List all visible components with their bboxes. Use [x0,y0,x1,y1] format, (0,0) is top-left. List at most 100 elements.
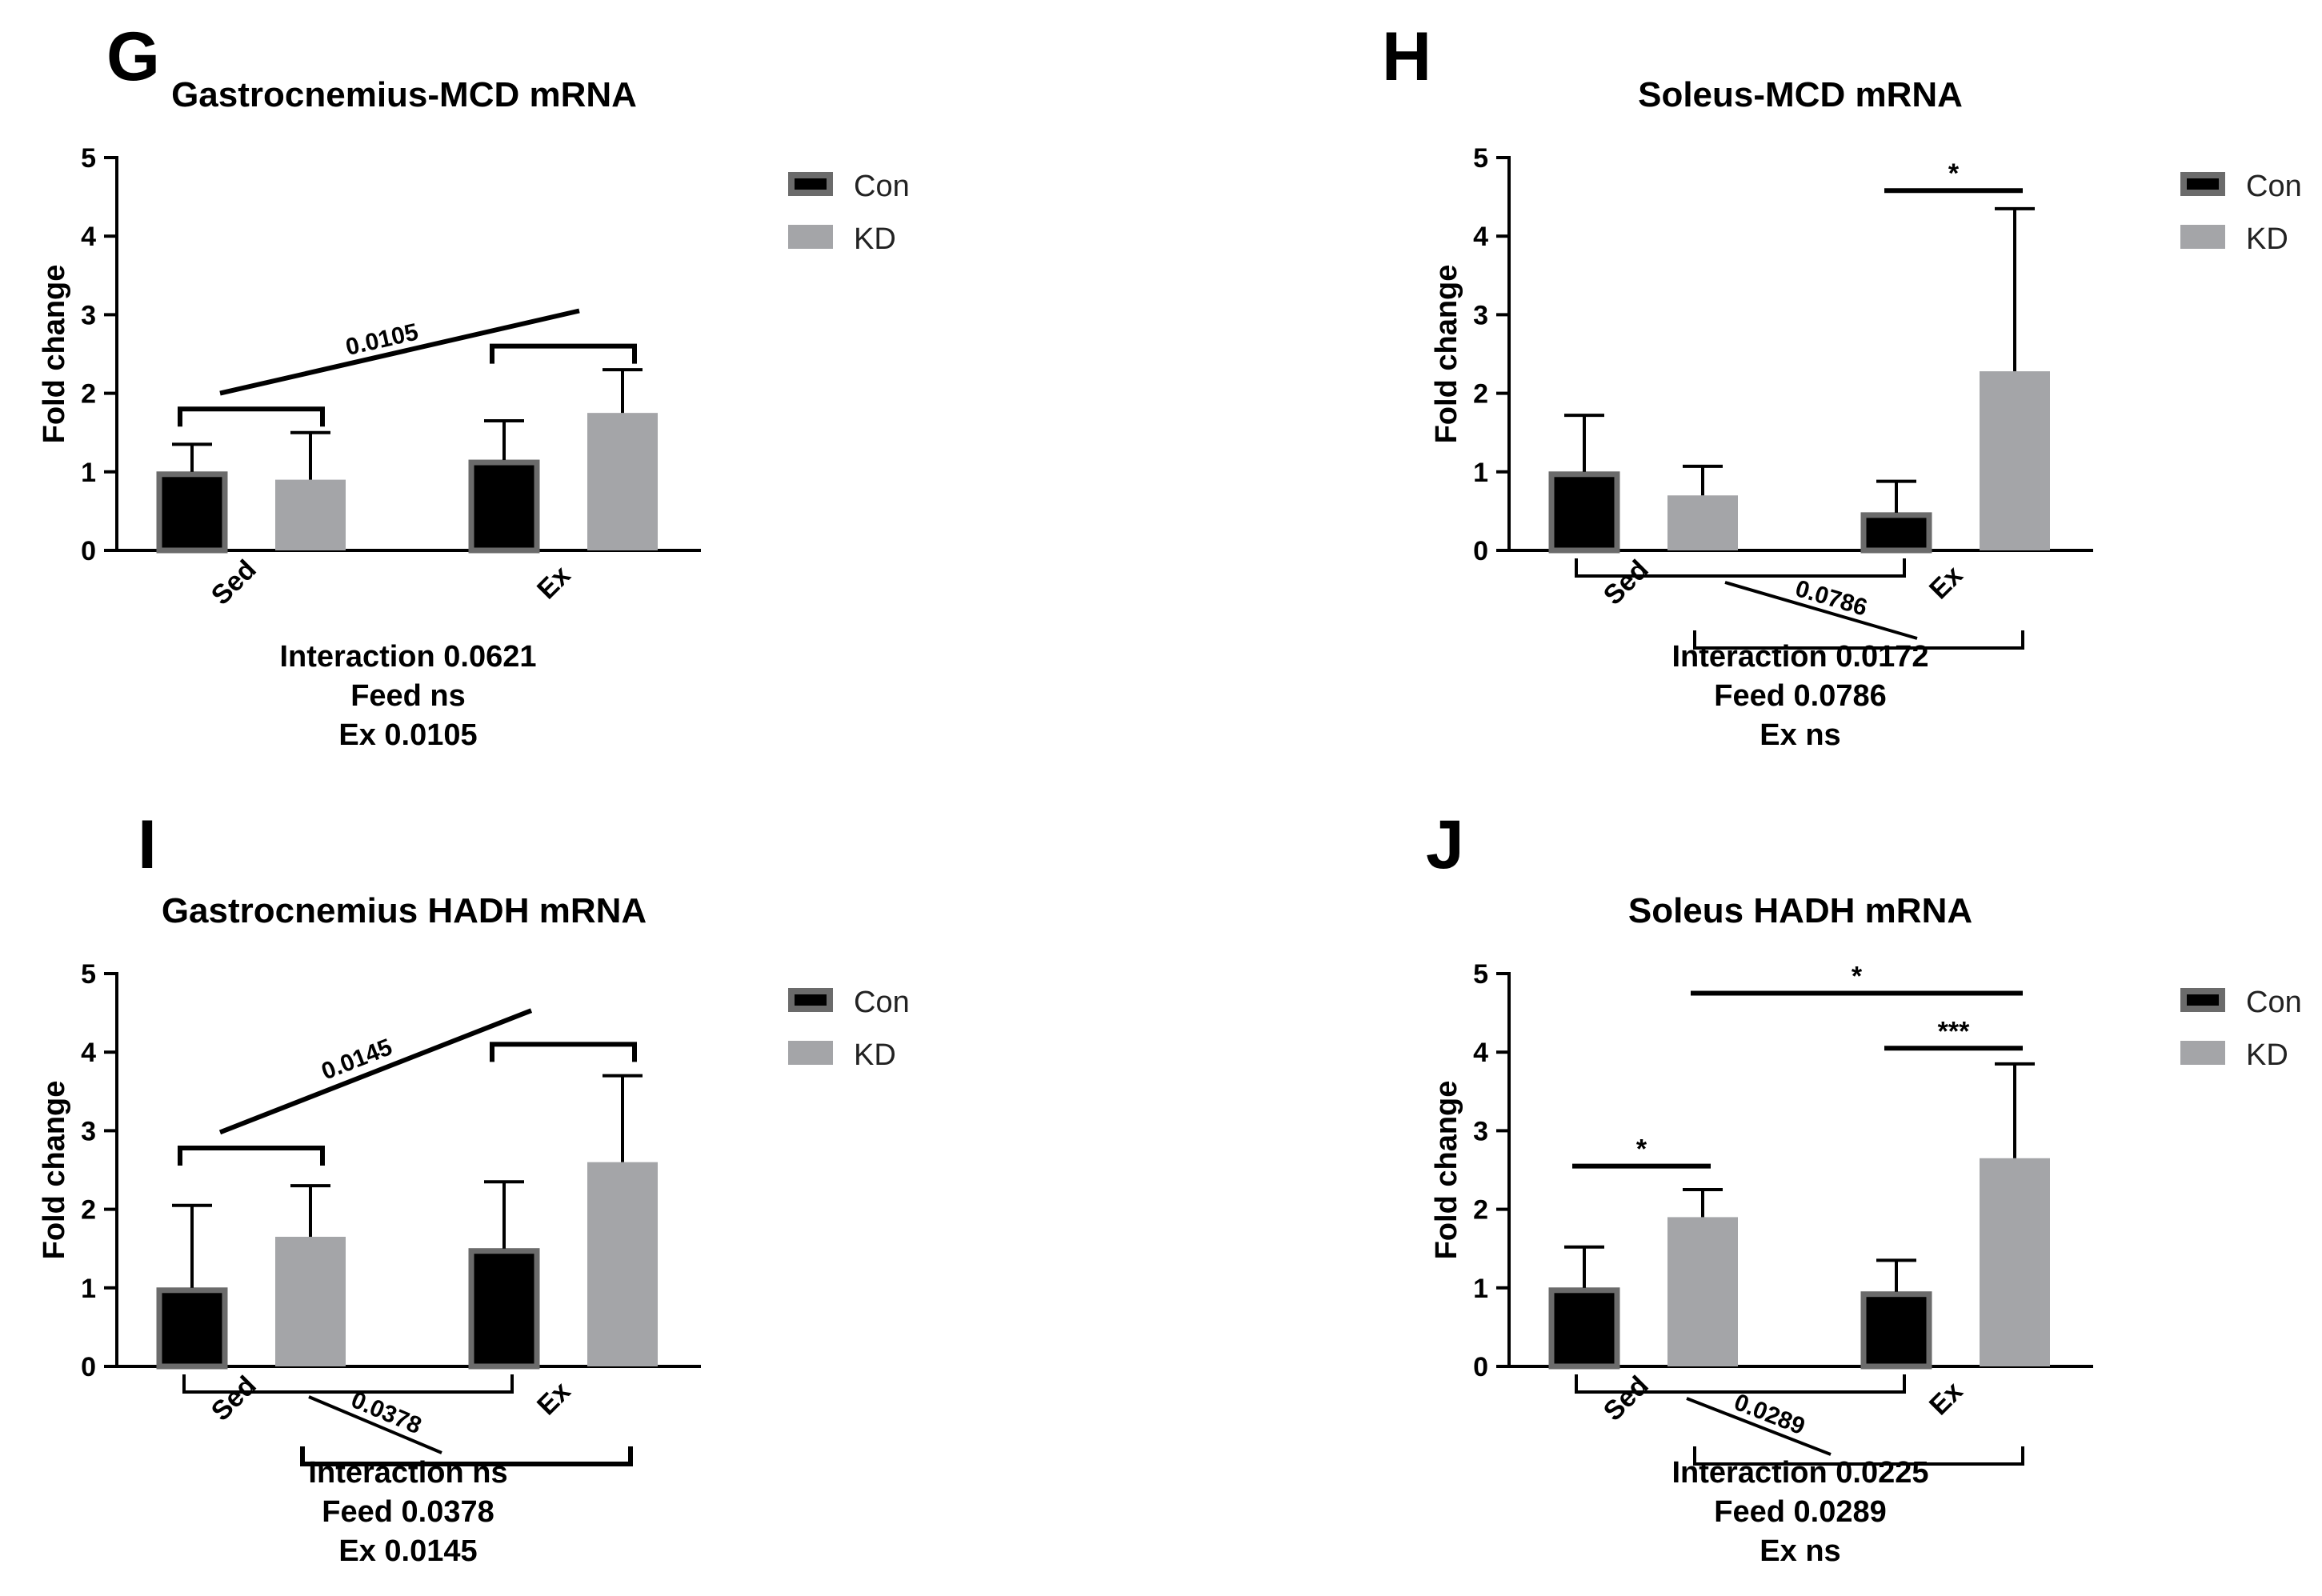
bar-sed-con [1548,471,1620,554]
significance-label: * [1948,158,1960,189]
trend-line [219,308,580,396]
bar-ex-kd [587,413,658,550]
y-tick-label: 4 [81,222,96,252]
significance-bracket [490,1042,637,1062]
chart-title: Gastrocnemius HADH mRNA [162,891,647,930]
stats-line: Feed 0.0786 [1714,679,1886,713]
bar-ex-kd [1980,1158,2050,1366]
x-category-label: Sed [1598,1370,1655,1427]
stats-line: Ex ns [1760,1534,1840,1568]
legend-swatch-con [2180,172,2225,196]
y-tick-label: 2 [81,379,96,410]
legend-swatch-kd [788,1041,833,1065]
y-tick-label: 5 [1473,959,1488,990]
bar-sed-con [156,1287,228,1370]
panel-letter: I [138,806,157,883]
under-bracket [1575,1374,1906,1394]
x-category-label: Ex [1924,560,1968,605]
bar-ex-con [1860,512,1932,554]
stats-line: Interaction 0.0621 [279,640,536,674]
significance-label: *** [1938,1016,1970,1046]
y-tick-label: 4 [1473,1038,1488,1068]
y-tick-label: 0 [1473,536,1488,566]
y-tick-label: 3 [81,300,96,330]
y-tick-label: 5 [1473,143,1488,174]
y-tick-label: 2 [81,1195,96,1226]
y-tick-label: 0 [81,536,96,566]
stats-line: Ex 0.0145 [338,1534,477,1568]
panel-j: J Soleus HADH mRNA Fold change 0 1 2 3 4 5 Sed Ex C… [1426,806,2302,1568]
y-axis-label: Fold change [38,1081,71,1260]
stats-line: Interaction ns [308,1456,507,1490]
legend-label-con: Con [2246,170,2302,203]
x-category-label: Ex [531,560,576,605]
stats-line: Interaction 0.0225 [1671,1456,1928,1490]
y-tick-label: 0 [1473,1352,1488,1382]
bar-sed-kd [275,1236,346,1366]
significance-bracket [178,406,325,427]
p-value-label: 0.0378 [347,1386,425,1439]
y-tick-label: 3 [1473,1116,1488,1146]
x-category-label: Ex [1924,1376,1968,1421]
legend-swatch-kd [2180,1041,2225,1065]
bar-sed-kd [1667,1217,1738,1366]
legend-label-kd: KD [854,222,896,256]
bar-sed-kd [275,479,346,550]
panel-h: H Soleus-MCD mRNA Fold change 0 1 2 3 4 5 Sed Ex Co… [1382,18,2302,752]
x-category-label: Sed [206,1370,262,1427]
legend-swatch-con [788,172,833,196]
chart-title: Soleus-MCD mRNA [1638,75,1963,114]
y-tick-label: 5 [81,143,96,174]
y-tick-label: 1 [1473,458,1488,488]
under-bracket [182,1374,514,1394]
y-tick-label: 0 [81,1352,96,1382]
y-axis-label: Fold change [1430,265,1463,444]
bar-ex-con [468,1248,540,1370]
x-category-label: Ex [531,1376,576,1421]
y-axis-label: Fold change [38,265,71,444]
bar-ex-kd [587,1162,658,1366]
stats-line: Interaction 0.0172 [1671,640,1928,674]
legend-label-con: Con [2246,986,2302,1019]
stats-line: Feed 0.0378 [322,1495,494,1529]
bar-sed-kd [1667,495,1738,550]
legend-swatch-con [788,988,833,1012]
trend-line-under [1686,1397,1832,1456]
y-tick-label: 4 [81,1038,96,1068]
significance-bracket [178,1146,325,1166]
panel-letter: H [1382,18,1431,95]
trend-line [218,1008,533,1135]
bar-ex-con [468,459,540,554]
significance-label: * [1852,962,1863,992]
x-category-label: Sed [206,554,262,611]
bar-ex-kd [1980,371,2050,550]
significance-bracket [490,343,637,364]
under-bracket [1693,630,2024,650]
x-category-label: Sed [1598,554,1655,611]
stats-line: Feed ns [350,679,466,713]
legend-label-kd: KD [2246,222,2288,256]
panel-letter: G [106,18,160,95]
y-tick-label: 2 [1473,1195,1488,1226]
stats-line: Feed 0.0289 [1714,1495,1886,1529]
y-tick-label: 1 [81,1274,96,1304]
y-tick-label: 1 [1473,1274,1488,1304]
significance-label: * [1636,1134,1647,1165]
under-bracket [300,1446,633,1466]
trend-line-under [1724,581,1918,640]
y-axis-label: Fold change [1430,1081,1463,1260]
bar-sed-con [1548,1287,1620,1370]
under-bracket [1693,1446,2024,1466]
bar-sed-con [156,471,228,554]
legend-label-kd: KD [2246,1038,2288,1072]
under-bracket [1575,558,1906,578]
legend-label-con: Con [854,170,910,203]
legend-label-kd: KD [854,1038,896,1072]
trend-line-under [308,1395,442,1454]
legend-label-con: Con [854,986,910,1019]
stats-line: Ex ns [1760,718,1840,752]
legend-swatch-kd [2180,225,2225,249]
legend-swatch-kd [788,225,833,249]
